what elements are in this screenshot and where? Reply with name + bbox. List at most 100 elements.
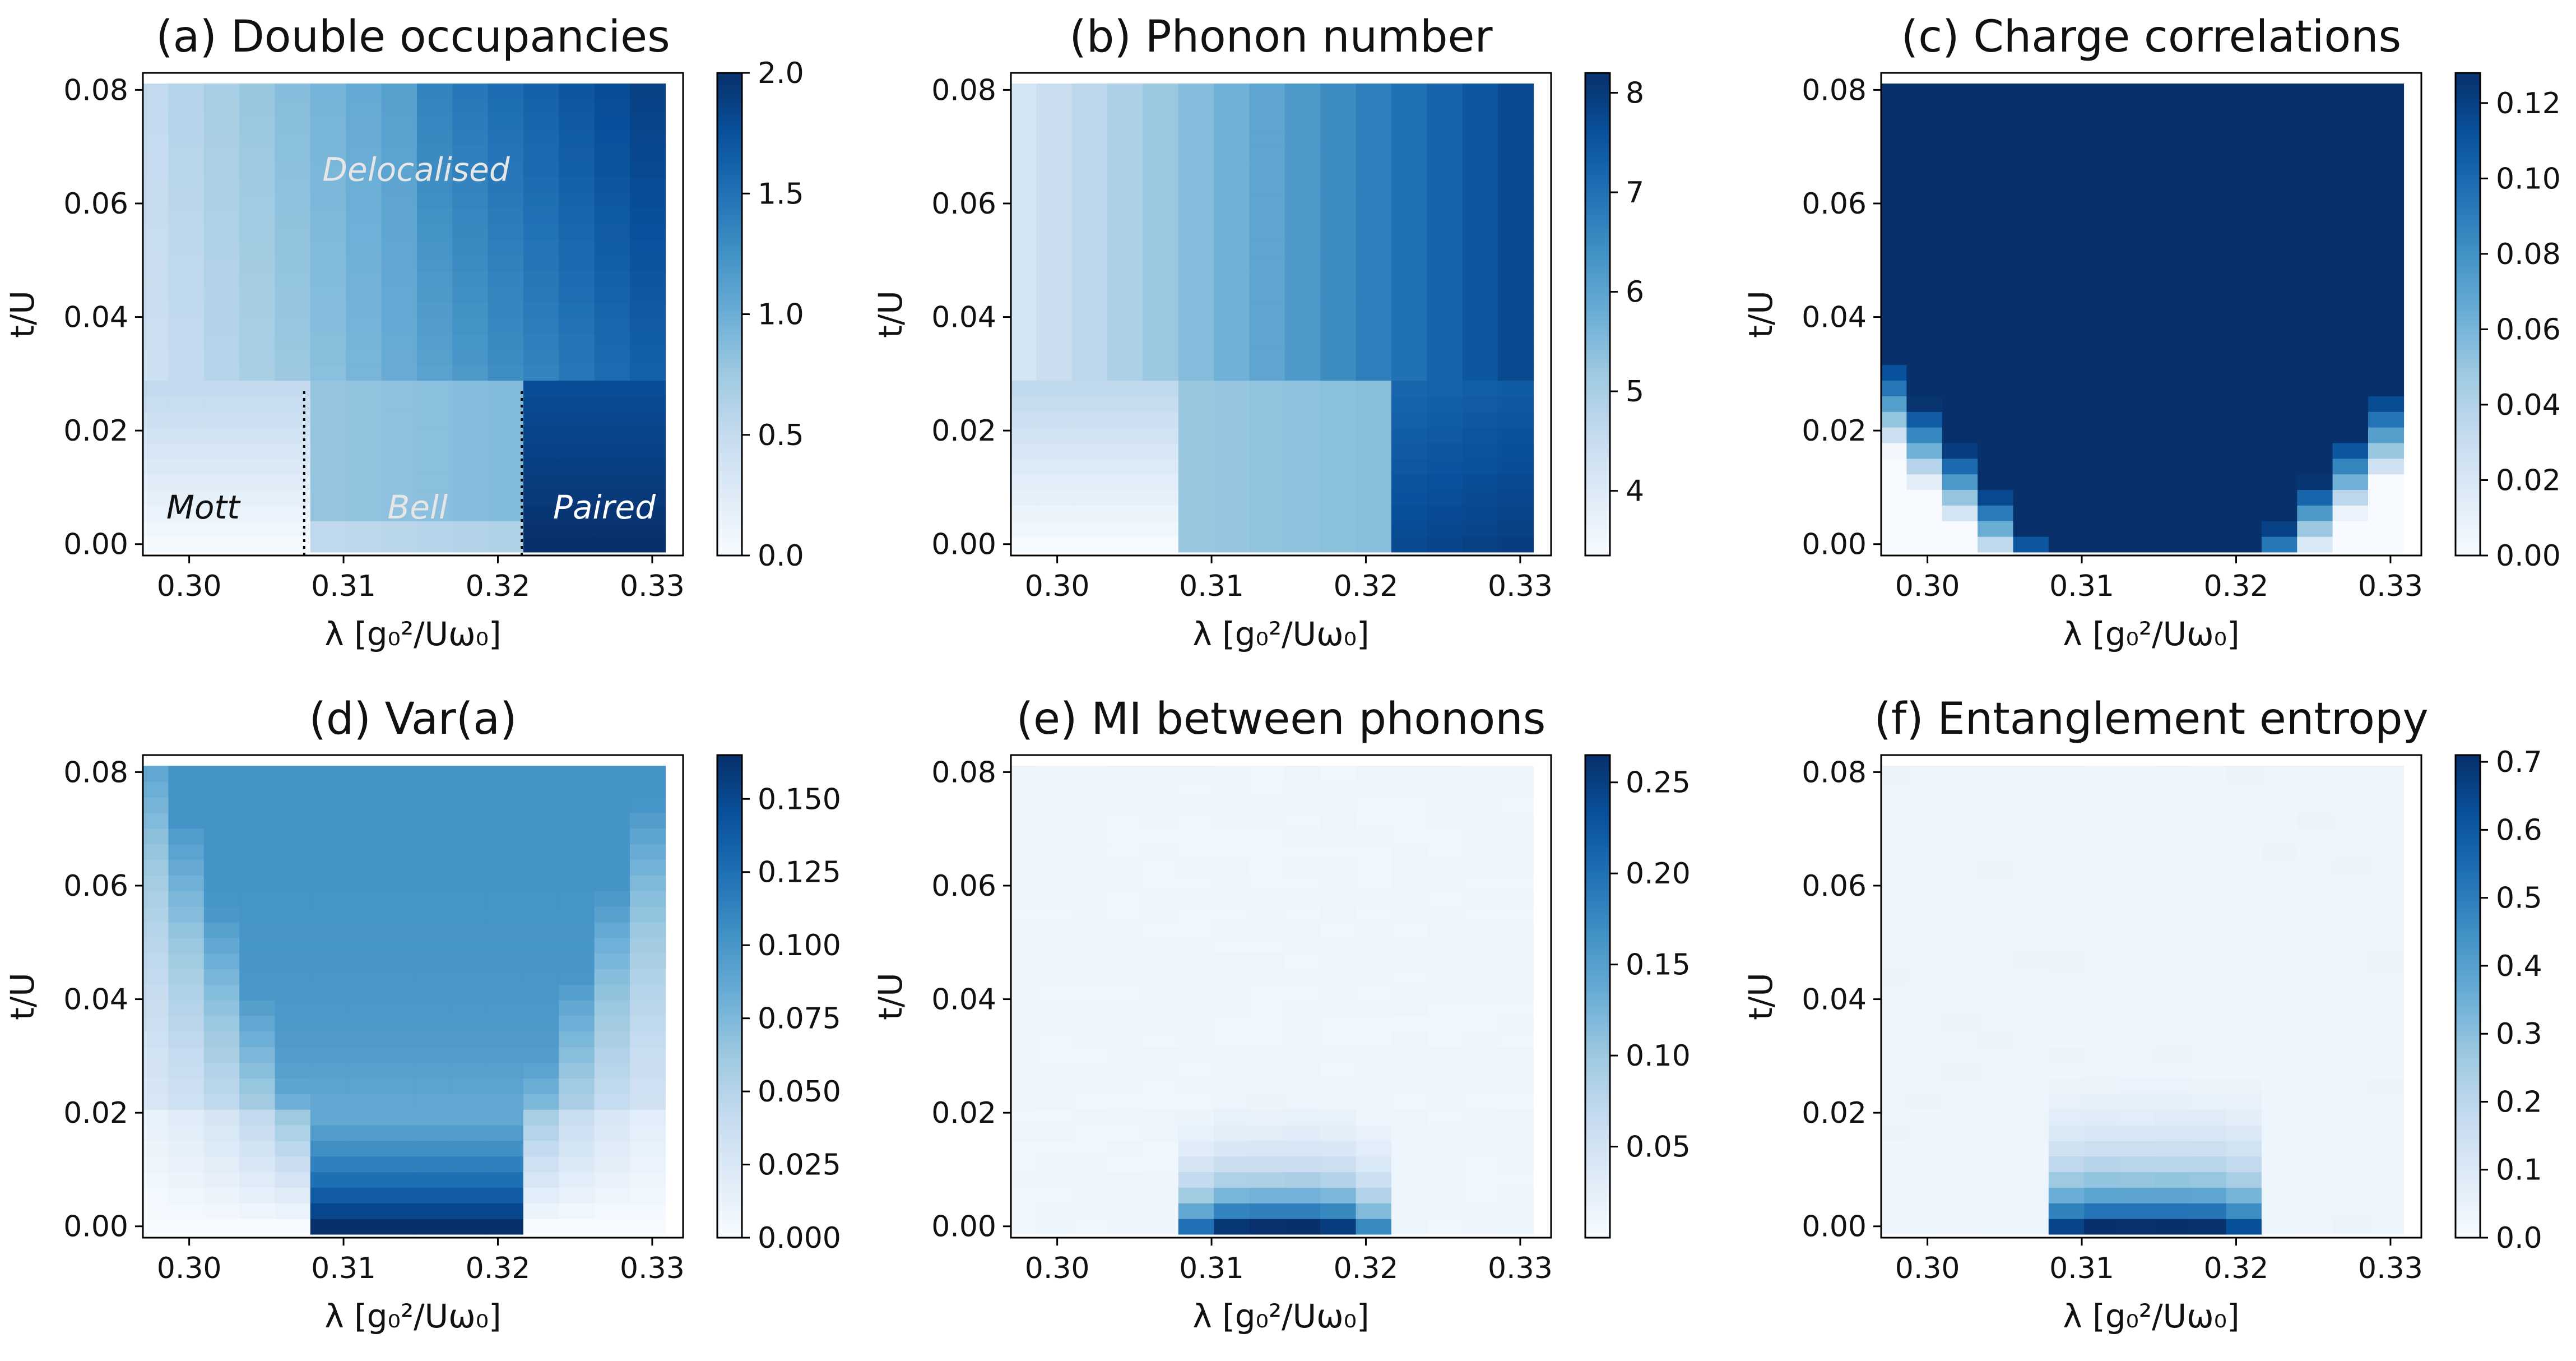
heatmap-cell [2119, 1203, 2156, 1219]
heatmap-cell [2048, 536, 2085, 553]
heatmap-cell [452, 224, 489, 240]
heatmap-cell [275, 1078, 311, 1094]
heatmap-cell [1320, 99, 1357, 115]
heatmap-cell [452, 797, 489, 813]
heatmap-cell [1391, 906, 1427, 923]
heatmap-cell [275, 1203, 311, 1219]
heatmap-cell [1178, 442, 1214, 459]
heatmap-cell [630, 984, 666, 1001]
heatmap-cell [2084, 458, 2120, 475]
heatmap-cell [452, 271, 489, 287]
heatmap-cell [1906, 161, 1943, 178]
heatmap-cell [2155, 114, 2191, 131]
heatmap-cell [1143, 193, 1179, 209]
heatmap-cell [381, 1094, 417, 1110]
heatmap-cell [346, 875, 382, 891]
heatmap-cell [559, 812, 595, 829]
heatmap-cell [2368, 489, 2405, 506]
heatmap-cell [2226, 364, 2262, 381]
heatmap-cell [594, 875, 630, 891]
heatmap-cell [523, 828, 559, 845]
heatmap-cell [1498, 146, 1534, 163]
heatmap-cell [2190, 1156, 2227, 1173]
heatmap-cell [2332, 161, 2369, 178]
heatmap-cell [2368, 380, 2405, 396]
heatmap-cell [1356, 844, 1392, 860]
heatmap-cell [488, 766, 524, 782]
heatmap-cell [559, 1172, 595, 1188]
heatmap-cell [2155, 208, 2191, 225]
heatmap-cell [1427, 1156, 1463, 1173]
heatmap-cell [1284, 224, 1321, 240]
heatmap-cell [488, 906, 524, 923]
heatmap-cell [1427, 411, 1463, 428]
heatmap-cell [2297, 1124, 2333, 1141]
heatmap-cell [488, 521, 524, 537]
heatmap-cell [310, 130, 346, 147]
heatmap-cell [2013, 828, 2049, 845]
heatmap-cell [2226, 1078, 2262, 1094]
heatmap-cell [2226, 427, 2262, 443]
heatmap-cell [1071, 1156, 1108, 1173]
heatmap-cell [2013, 317, 2049, 334]
heatmap-cell [1906, 781, 1943, 798]
heatmap-cell [2155, 999, 2191, 1016]
heatmap-cell [452, 286, 489, 303]
heatmap-cell [2013, 890, 2049, 907]
heatmap-cell [2119, 536, 2156, 553]
heatmap-cell [2368, 99, 2405, 115]
heatmap-cell [2368, 1172, 2405, 1188]
x-tick-label: 0.30 [1895, 1252, 1960, 1285]
heatmap-cell [310, 489, 346, 506]
heatmap-cell [1214, 1218, 1250, 1235]
heatmap-cell [1249, 828, 1285, 845]
heatmap-cell [275, 922, 311, 938]
heatmap-cell [143, 333, 169, 350]
heatmap-cell [488, 505, 524, 521]
heatmap-cell [1356, 521, 1392, 537]
heatmap-cell [2332, 1062, 2369, 1078]
heatmap-cell [594, 1078, 630, 1094]
heatmap-cell [594, 271, 630, 287]
y-tick-label: 0.02 [1802, 1096, 1867, 1130]
heatmap-cell [1427, 286, 1463, 303]
heatmap-cell [1011, 1187, 1037, 1203]
heatmap-cell [416, 906, 453, 923]
heatmap-cell [416, 875, 453, 891]
heatmap-cell [2119, 812, 2156, 829]
heatmap-cell [1881, 1094, 1907, 1110]
heatmap-cell [1391, 1156, 1427, 1173]
heatmap-cell [239, 161, 276, 178]
heatmap-cell [1356, 146, 1392, 163]
heatmap-cell [1071, 1172, 1108, 1188]
heatmap-cell [203, 84, 240, 100]
heatmap-cell [1249, 302, 1285, 318]
heatmap-cell [1320, 364, 1357, 381]
heatmap-cell [1906, 859, 1943, 876]
heatmap-cell [1036, 953, 1073, 969]
heatmap-cell [1356, 1218, 1392, 1235]
heatmap-cell [1498, 1015, 1534, 1032]
heatmap-cell [1071, 302, 1108, 318]
heatmap-cell [239, 1047, 276, 1063]
heatmap-cell [239, 859, 276, 876]
heatmap-cell [1498, 286, 1534, 303]
heatmap-cell [2190, 333, 2227, 350]
heatmap-cell [1036, 458, 1073, 475]
heatmap-cell [1284, 333, 1321, 350]
heatmap-cell [523, 177, 559, 193]
heatmap-cell [1107, 1124, 1144, 1141]
heatmap-cell [416, 99, 453, 115]
colorbar-tick-label: 0.04 [2496, 388, 2561, 422]
heatmap-cell [2119, 766, 2156, 782]
heatmap-cell [1011, 1031, 1037, 1048]
y-tick-label: 0.02 [931, 1096, 996, 1130]
heatmap-cell [2013, 937, 2049, 954]
heatmap-cell [1178, 953, 1214, 969]
heatmap-cell [559, 1140, 595, 1157]
heatmap-cell [346, 937, 382, 954]
heatmap-cell [1881, 828, 1907, 845]
heatmap-cell [1356, 1187, 1392, 1203]
heatmap-cell [2084, 224, 2120, 240]
heatmap-cell [2119, 130, 2156, 147]
